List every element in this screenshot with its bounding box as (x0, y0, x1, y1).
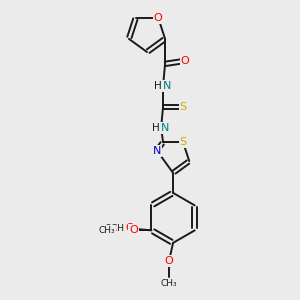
Text: S: S (179, 137, 187, 147)
Text: CH₃: CH₃ (161, 279, 177, 288)
Text: O: O (165, 256, 173, 266)
Text: S: S (179, 102, 187, 112)
Text: N: N (153, 146, 161, 156)
Text: H: H (154, 81, 162, 91)
Text: N: N (161, 123, 169, 133)
Text: N: N (163, 81, 171, 91)
Text: H: H (152, 123, 160, 133)
Text: O: O (129, 225, 138, 236)
Text: O: O (125, 224, 134, 233)
Text: O: O (154, 13, 163, 22)
Text: CH₃: CH₃ (99, 226, 116, 235)
Text: OCH₃: OCH₃ (105, 224, 128, 233)
Text: O: O (181, 56, 189, 66)
